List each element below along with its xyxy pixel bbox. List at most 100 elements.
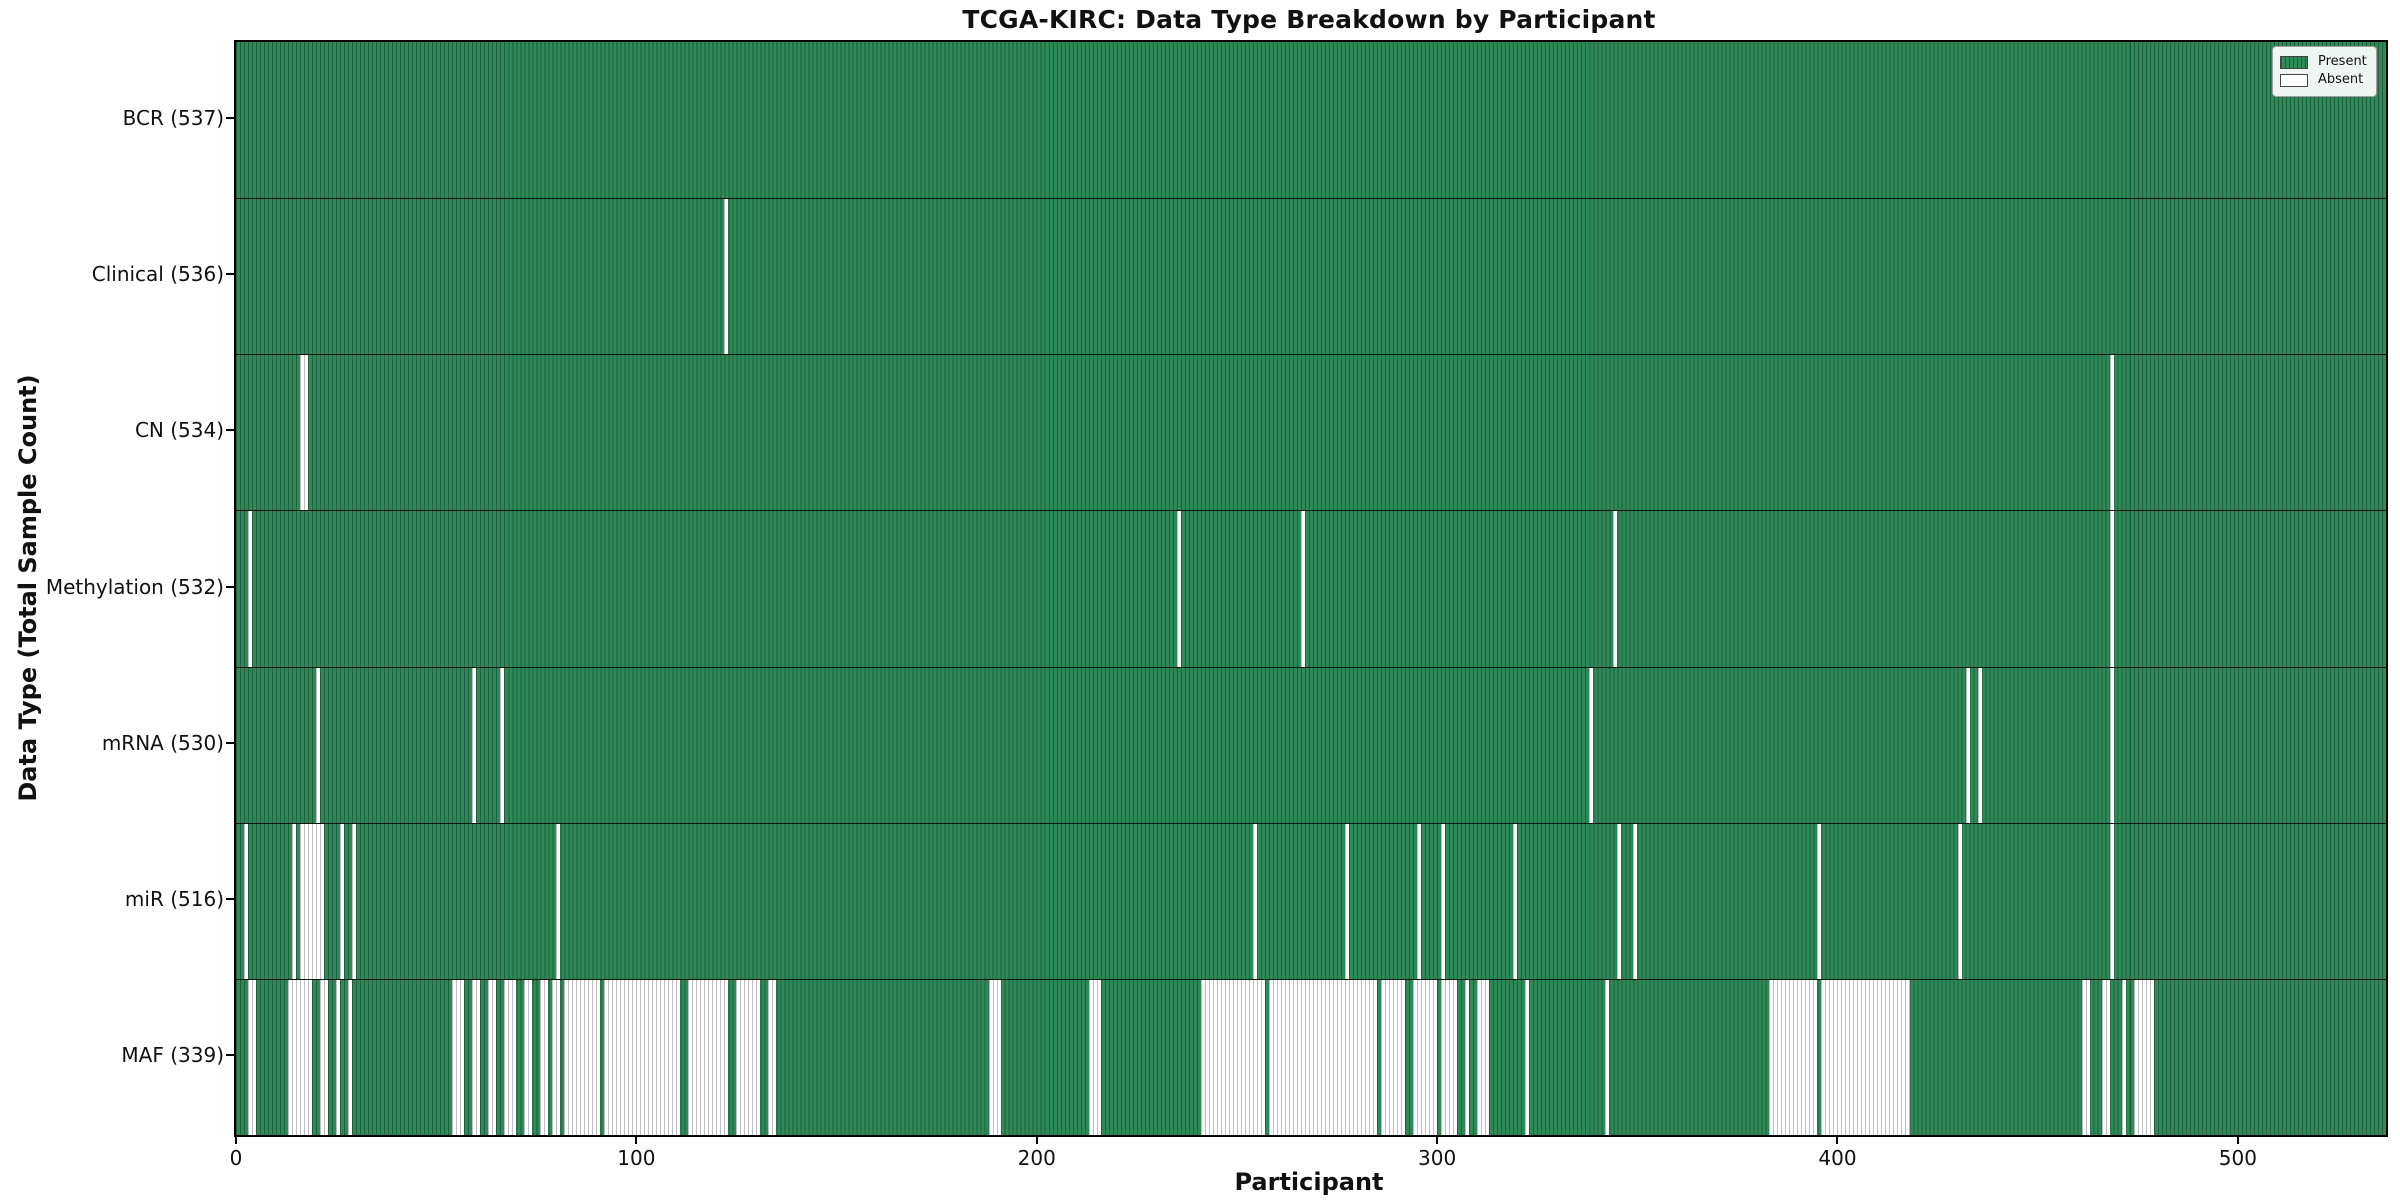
absent-stripe xyxy=(2109,355,2114,511)
absent-swatch-icon xyxy=(2280,73,2308,87)
y-axis-label: Data Type (Total Sample Count) xyxy=(14,374,42,802)
y-tick-label-Methylation: Methylation (532) xyxy=(45,574,224,599)
absent-stripe xyxy=(1589,667,1594,823)
absent-stripe xyxy=(1633,823,1638,979)
x-tick-label: 200 xyxy=(1017,1146,1056,1170)
heatmap-row-mRNA xyxy=(236,666,2386,823)
chart-title: TCGA-KIRC: Data Type Breakdown by Partic… xyxy=(962,5,1656,34)
present-swatch-icon xyxy=(2280,55,2308,69)
absent-stripe xyxy=(1477,979,1490,1135)
absent-stripe xyxy=(1977,667,1982,823)
absent-stripe xyxy=(1613,511,1618,667)
absent-stripe xyxy=(724,199,729,355)
absent-stripe xyxy=(524,979,533,1135)
y-tick-mark xyxy=(226,741,234,744)
absent-stripe xyxy=(336,979,341,1135)
absent-stripe xyxy=(604,979,681,1135)
y-tick-label-mRNA: mRNA (530) xyxy=(101,730,224,755)
absent-stripe xyxy=(2121,979,2126,1135)
x-axis-label: Participant xyxy=(1234,1168,1384,1196)
absent-stripe xyxy=(500,667,505,823)
heatmap-row-miR xyxy=(236,822,2386,979)
absent-stripe xyxy=(2133,979,2154,1135)
absent-stripe xyxy=(1268,979,1378,1135)
absent-stripe xyxy=(1465,979,1470,1135)
absent-stripe xyxy=(288,979,313,1135)
absent-stripe xyxy=(472,979,481,1135)
absent-stripe xyxy=(1965,667,1970,823)
y-tick-label-MAF: MAF (339) xyxy=(121,1042,224,1067)
absent-stripe xyxy=(1300,511,1305,667)
heatmap-row-Methylation xyxy=(236,510,2386,667)
absent-stripe xyxy=(348,979,353,1135)
absent-stripe xyxy=(300,355,309,511)
absent-stripe xyxy=(2109,511,2114,667)
legend-label-present: Present xyxy=(2318,54,2367,69)
x-tick-label: 100 xyxy=(617,1146,656,1170)
absent-stripe xyxy=(988,979,1001,1135)
heatmap-row-Clinical xyxy=(236,198,2386,355)
heatmap-row-CN xyxy=(236,354,2386,511)
absent-stripe xyxy=(564,979,601,1135)
absent-stripe xyxy=(1957,823,1962,979)
y-tick-mark xyxy=(226,429,234,432)
absent-stripe xyxy=(556,823,561,979)
absent-stripe xyxy=(1381,979,1406,1135)
absent-stripe xyxy=(2101,979,2110,1135)
x-tick-mark xyxy=(635,1135,638,1144)
absent-stripe xyxy=(316,667,321,823)
absent-stripe xyxy=(1817,823,1822,979)
y-tick-label-CN: CN (534) xyxy=(134,418,224,443)
absent-stripe xyxy=(1176,511,1181,667)
absent-stripe xyxy=(504,979,517,1135)
absent-stripe xyxy=(320,979,329,1135)
absent-stripe xyxy=(1605,979,1610,1135)
absent-stripe xyxy=(768,979,777,1135)
y-tick-mark xyxy=(226,897,234,900)
absent-stripe xyxy=(688,979,729,1135)
absent-stripe xyxy=(1200,979,1265,1135)
absent-stripe xyxy=(1769,979,1818,1135)
legend-label-absent: Absent xyxy=(2318,72,2364,87)
absent-stripe xyxy=(1413,979,1438,1135)
y-tick-label-Clinical: Clinical (536) xyxy=(91,262,224,287)
x-tick-label: 300 xyxy=(1418,1146,1457,1170)
absent-stripe xyxy=(340,823,345,979)
x-tick-mark xyxy=(2236,1135,2239,1144)
absent-stripe xyxy=(1345,823,1350,979)
absent-stripe xyxy=(248,979,256,1135)
x-tick-mark xyxy=(1436,1135,1439,1144)
y-tick-mark xyxy=(226,117,234,120)
absent-stripe xyxy=(1441,979,1458,1135)
absent-stripe xyxy=(2109,667,2114,823)
legend-entry-absent: Absent xyxy=(2280,72,2367,88)
absent-stripe xyxy=(2109,823,2114,979)
y-tick-mark xyxy=(226,585,234,588)
absent-stripe xyxy=(2081,979,2090,1135)
y-tick-label-BCR: BCR (537) xyxy=(122,106,224,131)
x-tick-label: 500 xyxy=(2218,1146,2257,1170)
absent-stripe xyxy=(292,823,297,979)
absent-stripe xyxy=(1088,979,1101,1135)
absent-stripe xyxy=(1417,823,1422,979)
absent-stripe xyxy=(452,979,465,1135)
legend: Present Absent xyxy=(2272,46,2377,97)
absent-stripe xyxy=(552,979,561,1135)
x-tick-label: 0 xyxy=(229,1146,243,1170)
absent-stripe xyxy=(736,979,761,1135)
heatmap-row-MAF xyxy=(236,978,2386,1135)
absent-stripe xyxy=(352,823,357,979)
plot-area xyxy=(234,40,2388,1137)
absent-stripe xyxy=(540,979,549,1135)
y-tick-mark xyxy=(226,1053,234,1056)
y-tick-label-miR: miR (516) xyxy=(124,886,224,911)
absent-stripe xyxy=(1525,979,1530,1135)
heatmap-row-BCR xyxy=(236,42,2386,199)
y-tick-mark xyxy=(226,273,234,276)
x-tick-mark xyxy=(1836,1135,1839,1144)
absent-stripe xyxy=(488,979,497,1135)
absent-stripe xyxy=(1821,979,1910,1135)
absent-stripe xyxy=(472,667,477,823)
absent-stripe xyxy=(1617,823,1622,979)
